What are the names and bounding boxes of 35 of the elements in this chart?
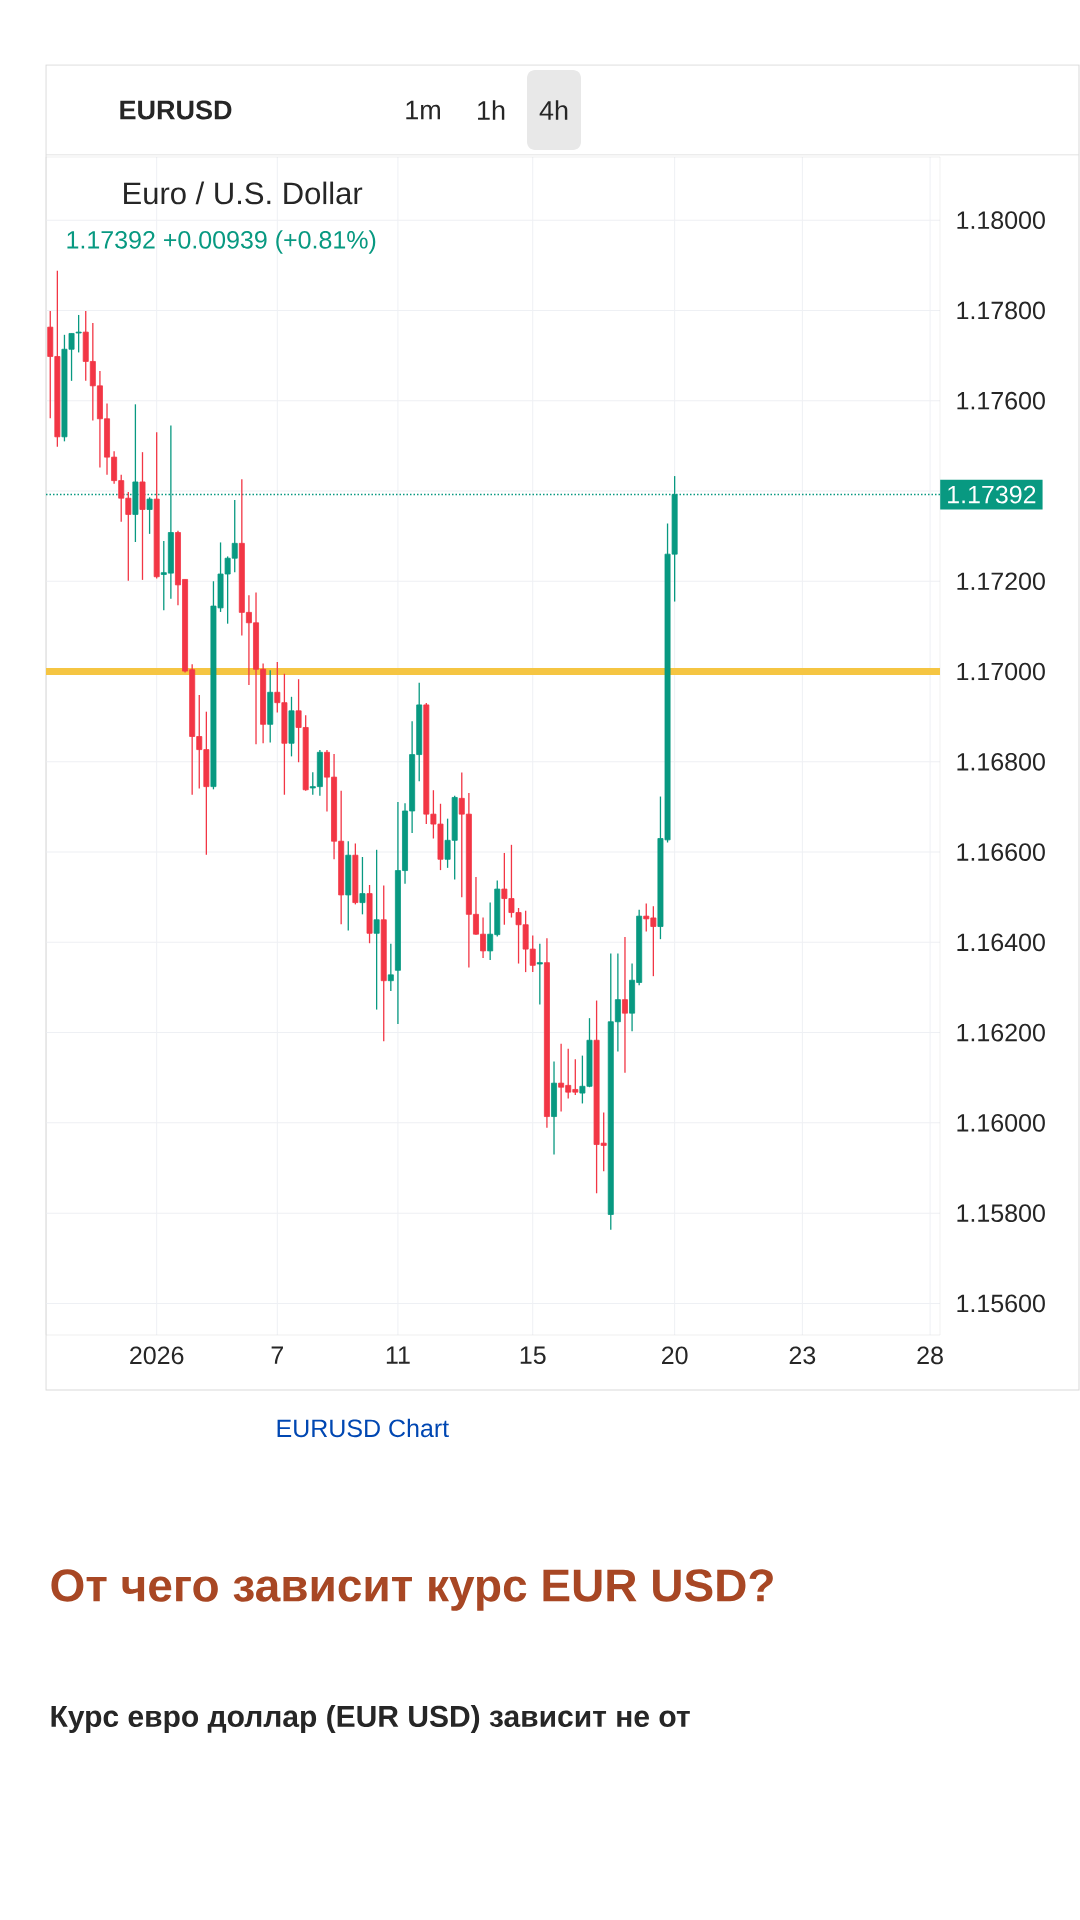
y-tick-label: 1.16200 [957,1023,1045,1042]
candlestick [622,936,628,1074]
x-tick-label: 23 [789,1346,816,1365]
text: 1.17392 +0.00939 (+0.81%) [67,230,376,254]
candlestick [359,856,366,915]
text: Euro / U.S. Dollar [124,181,363,205]
candlestick [536,943,543,1006]
y-tick-label: 1.16000 [957,1114,1045,1132]
y-tick-label: 1.17000 [957,662,1045,681]
y-tick-label: 1.15600 [957,1294,1045,1313]
text: Курс евро доллар (EUR USD) зависит не от [51,1705,690,1733]
candlestick [373,849,380,1011]
y-tick-label: 1.16600 [957,843,1045,861]
text: От чего зависит курс EUR USD? [51,1569,773,1611]
y-tick-label: 1.16400 [957,933,1045,952]
candlestick [387,943,394,992]
text: 1m [406,100,440,120]
y-tick-label: 1.17200 [957,572,1045,591]
candlestick [146,496,153,535]
x-tick-label: 7 [271,1346,283,1364]
text: 1h [478,100,505,120]
y-tick-label: 1.15800 [957,1204,1045,1222]
ref-line-label: 1.17392 [948,485,1036,504]
x-tick-label: 11 [386,1346,410,1364]
y-tick-label: 1.16800 [957,752,1045,771]
text: 4h [539,100,568,120]
x-tick-label: 20 [661,1346,688,1365]
y-tick-label: 1.17800 [957,301,1045,320]
x-tick-label: 15 [520,1346,546,1364]
text: EURUSD Chart [277,1418,449,1438]
y-tick-label: 1.18000 [957,211,1045,230]
x-tick-label: 2026 [130,1346,184,1365]
x-tick-label: 28 [917,1346,943,1365]
text: EURUSD [120,100,232,120]
y-tick-label: 1.17600 [957,391,1045,410]
